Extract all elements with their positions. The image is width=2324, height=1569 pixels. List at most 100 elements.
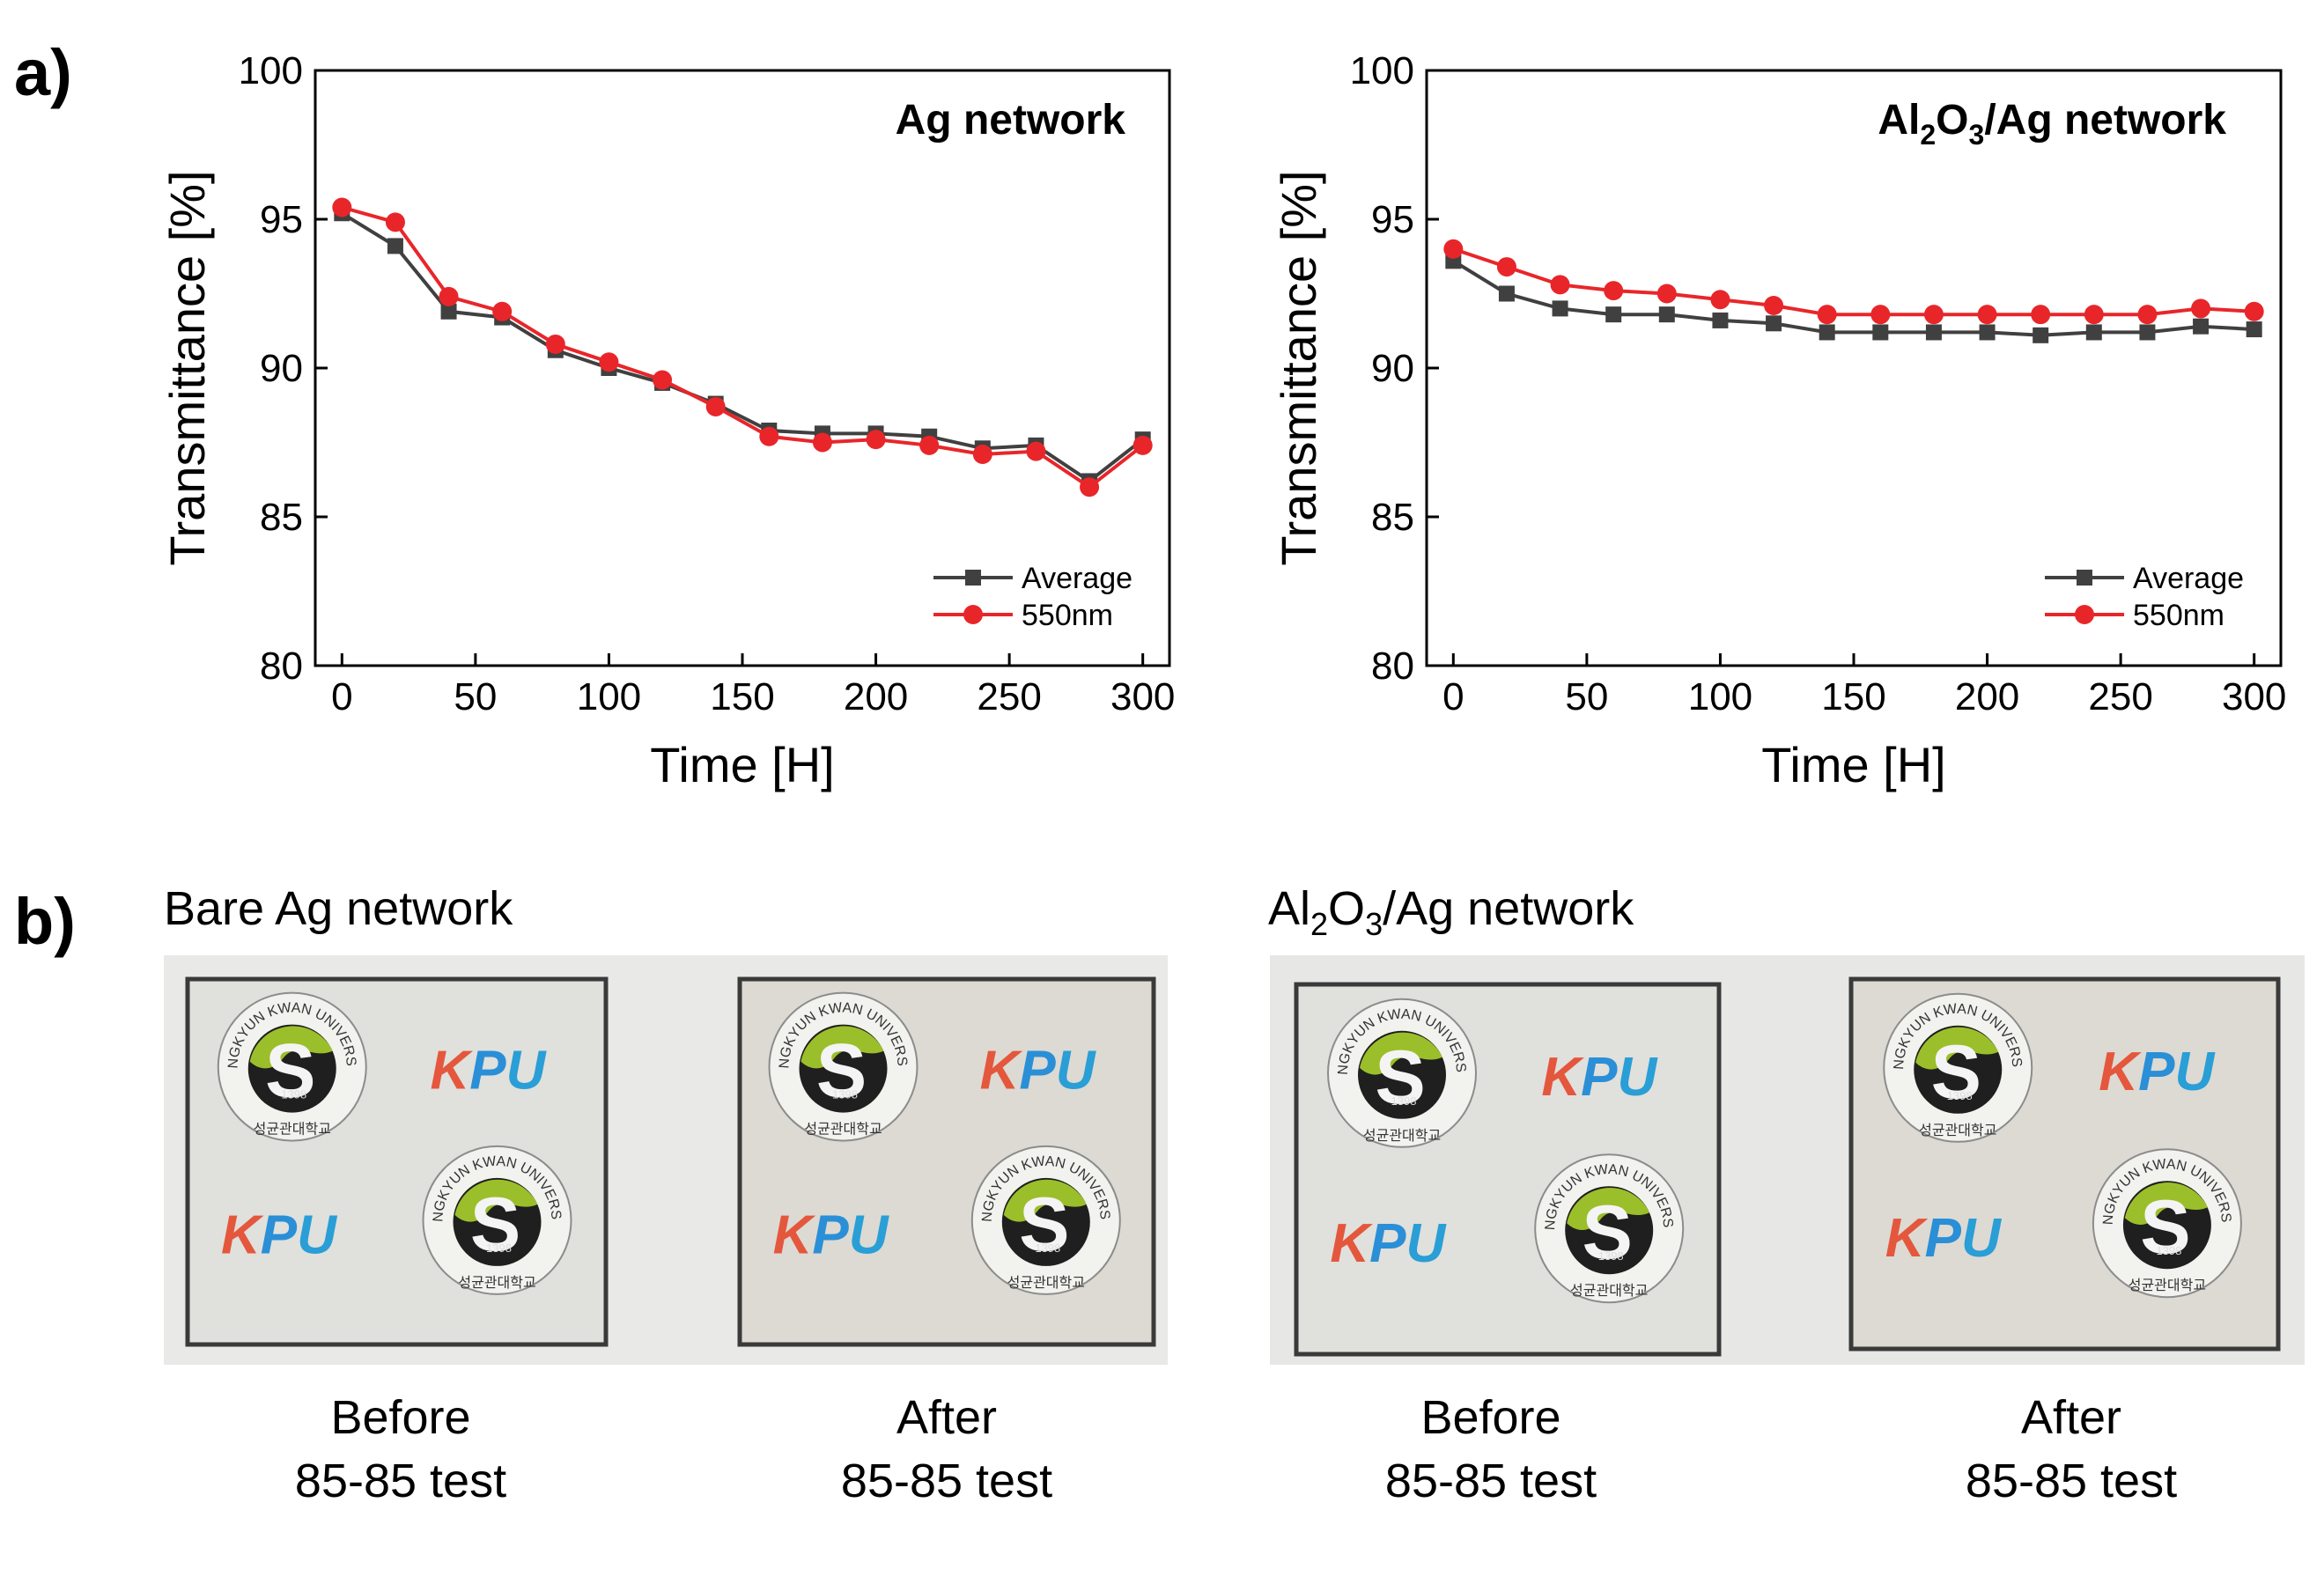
data-point xyxy=(1026,441,1046,461)
series-550nm xyxy=(1443,239,2264,325)
data-point xyxy=(2033,327,2049,343)
data-point xyxy=(1443,239,1464,259)
y-tick-label: 85 xyxy=(1371,496,1414,539)
kpu-logo: KPU xyxy=(773,1204,890,1265)
seal-year: 1398 xyxy=(1035,1241,1060,1255)
data-point xyxy=(2084,305,2104,325)
legend-label: 550nm xyxy=(1022,599,1113,632)
data-point xyxy=(2137,305,2158,325)
data-point xyxy=(1817,305,1837,325)
data-point xyxy=(332,197,352,217)
data-point xyxy=(2031,305,2051,325)
title-post: /Ag network xyxy=(1383,882,1634,935)
data-point xyxy=(1710,290,1730,310)
series-line xyxy=(341,211,1144,483)
seal-korean-text: 성균관대학교 xyxy=(1570,1283,1648,1299)
kpu-logo: KPU xyxy=(1541,1047,1658,1108)
university-seal: SSUNGKYUN KWAN UNIVERSITY1398성균관대학교 xyxy=(422,1145,572,1295)
data-point xyxy=(1550,275,1570,295)
legend: Average 550nm xyxy=(933,562,1132,632)
caption-line2: 85-85 test xyxy=(1966,1455,2177,1507)
kpu-letter: P xyxy=(812,1204,849,1265)
series-layer xyxy=(332,197,1153,497)
series-line xyxy=(341,205,1144,490)
y-tick-label: 90 xyxy=(1371,347,1414,390)
seal-year: 1398 xyxy=(281,1088,306,1101)
data-point xyxy=(1764,296,1784,316)
seal-leaf xyxy=(1915,1027,1999,1070)
kpu-letter: K xyxy=(773,1204,816,1265)
data-point xyxy=(2139,324,2156,341)
university-seal: SSUNGKYUN KWAN UNIVERSITY1398성균관대학교 xyxy=(768,991,919,1142)
x-tick-label: 200 xyxy=(844,675,908,718)
kpu-letter: P xyxy=(1581,1047,1618,1108)
seal-korean-text: 성균관대학교 xyxy=(1007,1275,1085,1291)
university-seal: SSUNGKYUN KWAN UNIVERSITY1398성균관대학교 xyxy=(1534,1153,1685,1304)
y-tick-label: 85 xyxy=(260,496,303,539)
seal-leaf xyxy=(800,1026,884,1069)
data-point xyxy=(1870,305,1891,325)
data-point xyxy=(1712,312,1729,328)
x-tick-label: 300 xyxy=(2222,675,2286,718)
chart-al2o3-ag-network: Al2O3/Ag network Time [H] Transmittance … xyxy=(1271,49,2286,792)
data-point xyxy=(1872,324,1889,341)
data-point xyxy=(972,445,992,465)
seal-letter: S xyxy=(265,1029,315,1114)
legend: Average 550nm xyxy=(2045,562,2244,632)
kpu-letter: P xyxy=(1925,1208,1962,1269)
caption-line2: 85-85 test xyxy=(295,1455,506,1507)
university-seal: SSUNGKYUN KWAN UNIVERSITY1398성균관대학교 xyxy=(217,991,367,1142)
caption-line1: After xyxy=(2021,1391,2121,1444)
seal-letter: S xyxy=(470,1182,520,1267)
kpu-letter: U xyxy=(1618,1047,1659,1108)
data-point xyxy=(1498,285,1515,302)
x-tick-label: 50 xyxy=(1565,675,1608,718)
x-tick-label: 50 xyxy=(454,675,497,718)
caption-line2: 85-85 test xyxy=(841,1455,1052,1507)
data-point xyxy=(385,212,405,232)
y-tick-label: 95 xyxy=(260,198,303,241)
legend-label: 550nm xyxy=(2133,599,2224,632)
kpu-logo: KPU xyxy=(980,1041,1097,1101)
series-550nm xyxy=(332,197,1153,497)
data-point xyxy=(1819,324,1835,341)
seal-letter: S xyxy=(1375,1035,1425,1120)
data-point xyxy=(1979,324,1996,341)
annot-sub2: 3 xyxy=(1969,119,1985,151)
title-sub1: 2 xyxy=(1310,906,1328,942)
samples: SSUNGKYUN KWAN UNIVERSITY1398성균관대학교KPUKP… xyxy=(185,976,2281,1357)
kpu-logo: KPU xyxy=(1885,1208,2003,1269)
kpu-letter: K xyxy=(980,1041,1023,1101)
legend-item: Average xyxy=(933,562,1132,595)
data-point xyxy=(1496,257,1516,277)
data-point xyxy=(1658,306,1675,323)
legend-marker xyxy=(963,605,983,624)
caption-line1: After xyxy=(896,1391,997,1444)
data-point xyxy=(2085,324,2102,341)
kpu-letter: P xyxy=(2138,1042,2175,1102)
caption-line1: Before xyxy=(330,1391,470,1444)
annot-mid: O xyxy=(1936,97,1968,144)
seal-korean-text: 성균관대학교 xyxy=(1363,1128,1441,1144)
series-layer xyxy=(1443,239,2264,343)
seal-leaf xyxy=(454,1179,538,1222)
data-point xyxy=(1766,315,1782,332)
legend-item: 550nm xyxy=(2045,599,2224,632)
seal-letter: S xyxy=(1019,1182,1069,1267)
photo-right-title: Al2O3/Ag network xyxy=(1268,882,1634,942)
university-seal: SSUNGKYUN KWAN UNIVERSITY1398성균관대학교 xyxy=(970,1145,1121,1295)
kpu-letter: K xyxy=(1885,1208,1929,1269)
university-seal: SSUNGKYUN KWAN UNIVERSITY1398성균관대학교 xyxy=(1883,992,2033,1143)
seal-korean-text: 성균관대학교 xyxy=(458,1275,535,1291)
photo-left-title: Bare Ag network xyxy=(164,882,513,935)
annot-pre: Al xyxy=(1878,97,1920,144)
data-point xyxy=(1132,435,1153,455)
kpu-letter: P xyxy=(469,1041,506,1101)
chart-annotation: Al2O3/Ag network xyxy=(1878,97,2226,151)
sample-2: SSUNGKYUN KWAN UNIVERSITY1398성균관대학교KPUKP… xyxy=(737,976,1156,1347)
kpu-letter: K xyxy=(221,1204,264,1265)
y-tick-label: 100 xyxy=(1350,49,1414,92)
data-point xyxy=(2191,298,2211,319)
y-axis-label: Transmittance [%] xyxy=(1271,170,1326,565)
kpu-letter: K xyxy=(1541,1047,1584,1108)
